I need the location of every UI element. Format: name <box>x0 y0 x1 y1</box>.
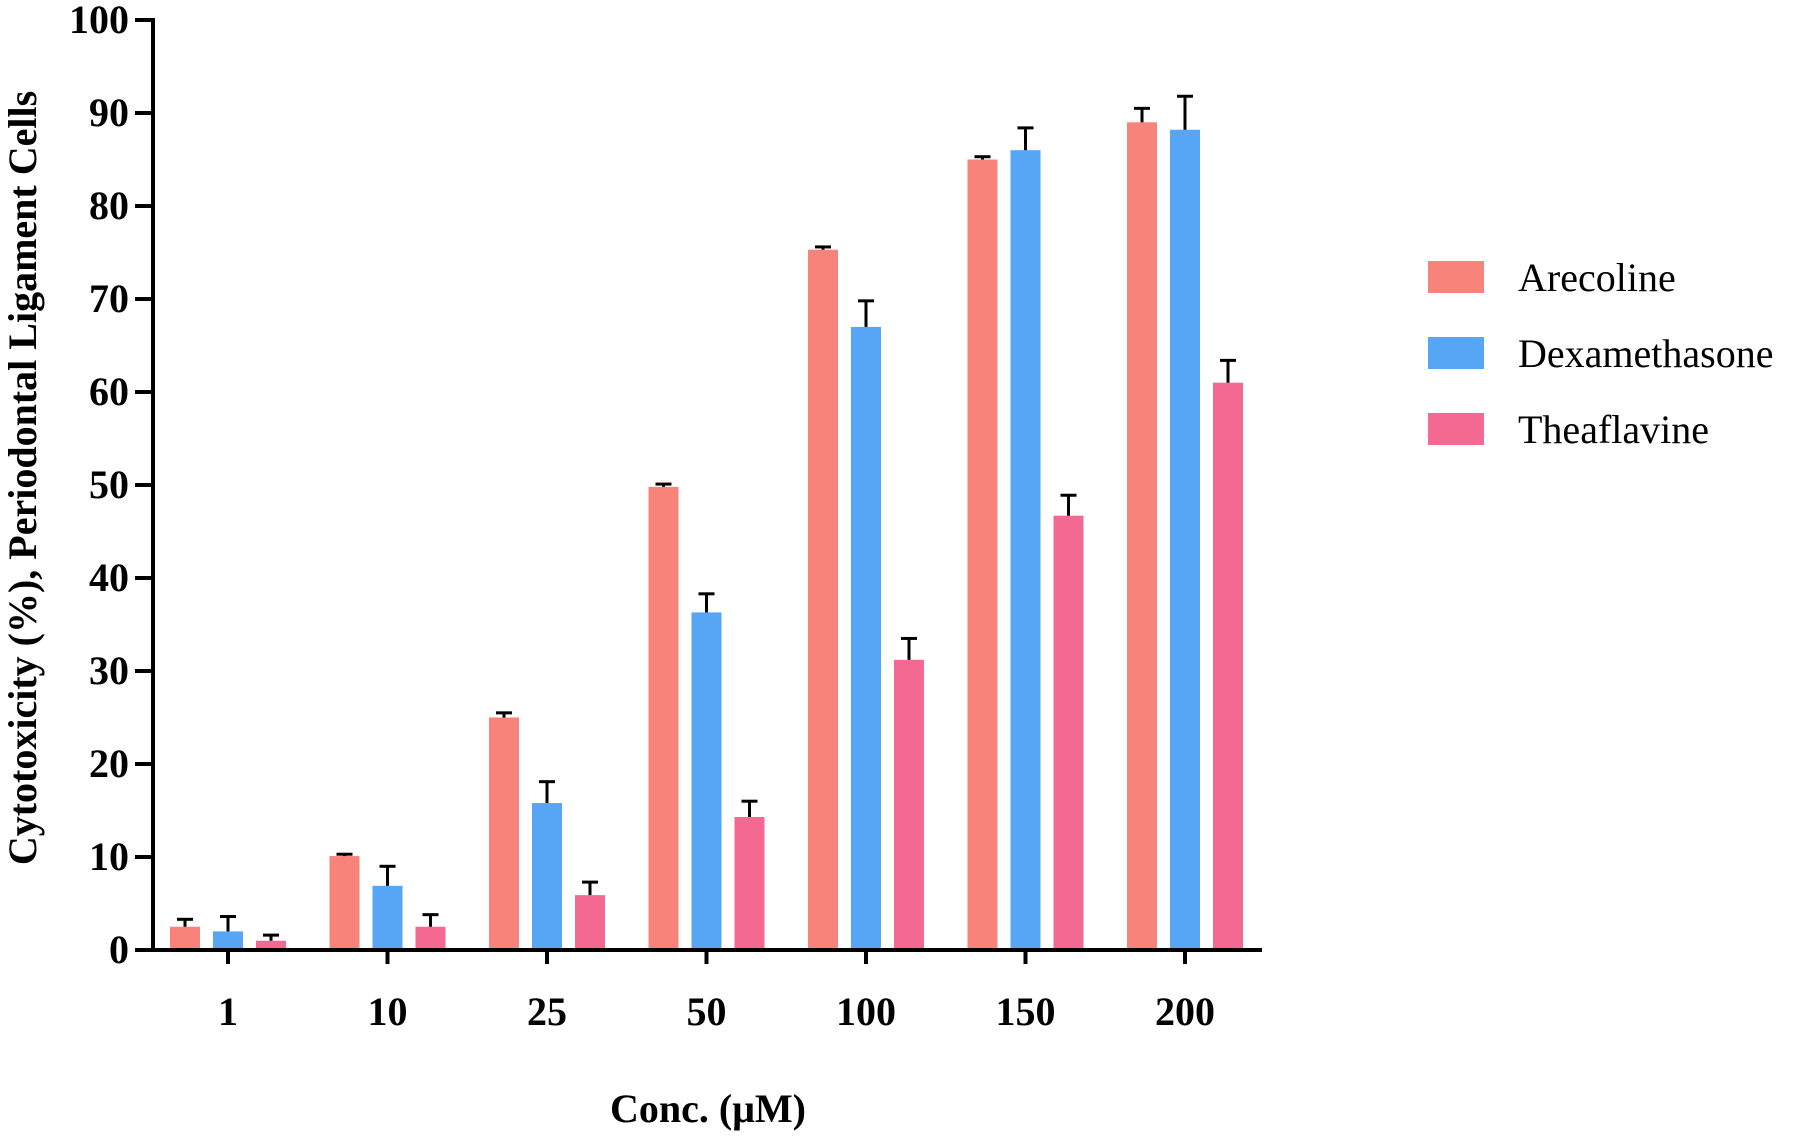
legend: Arecoline Dexamethasone Theaflavine <box>1428 255 1773 452</box>
legend-label-dexamethasone: Dexamethasone <box>1518 331 1773 376</box>
bar-dexamethasone-100 <box>851 326 881 950</box>
x-tick-label-100: 100 <box>836 989 896 1034</box>
bar-arecoline-200 <box>1127 122 1157 951</box>
y-tick-label-30: 30 <box>89 648 129 693</box>
y-axis-title: Cytotoxicity (%), Periodontal Ligament C… <box>0 91 45 865</box>
bar-dexamethasone-200 <box>1170 129 1200 951</box>
bar-dexamethasone-10 <box>372 885 403 950</box>
y-tick-label-70: 70 <box>89 276 129 321</box>
bars-layer <box>170 122 1243 951</box>
y-tick-label-20: 20 <box>89 741 129 786</box>
legend-label-theaflavine: Theaflavine <box>1518 407 1709 452</box>
bar-arecoline-50 <box>648 486 679 950</box>
bar-theaflavine-10 <box>415 926 446 950</box>
x-tick-label-200: 200 <box>1155 989 1215 1034</box>
x-tick-label-50: 50 <box>687 989 727 1034</box>
bar-dexamethasone-25 <box>532 803 562 950</box>
bar-theaflavine-25 <box>575 895 605 950</box>
bar-dexamethasone-1 <box>213 931 243 950</box>
bar-theaflavine-50 <box>734 817 765 950</box>
bar-dexamethasone-150 <box>1010 150 1041 950</box>
bar-arecoline-100 <box>808 249 838 950</box>
y-tick-label-80: 80 <box>89 183 129 228</box>
legend-swatch-arecoline <box>1428 261 1484 293</box>
bar-arecoline-1 <box>170 926 200 950</box>
x-tick-label-1: 1 <box>218 989 238 1034</box>
bar-theaflavine-1 <box>256 940 286 950</box>
axes-layer <box>135 18 1262 964</box>
y-tick-label-90: 90 <box>89 90 129 135</box>
y-tick-label-40: 40 <box>89 555 129 600</box>
x-tick-label-25: 25 <box>527 989 567 1034</box>
tick-labels-layer: 1 10 25 50 100 150 200 0 10 20 30 40 50 60 70 80 90 100 <box>69 0 1215 1034</box>
error-bars-layer <box>177 94 1236 941</box>
y-tick-label-0: 0 <box>109 927 129 972</box>
x-tick-label-10: 10 <box>368 989 408 1034</box>
legend-swatch-dexamethasone <box>1428 337 1484 369</box>
x-tick-label-150: 150 <box>996 989 1056 1034</box>
bar-theaflavine-100 <box>894 659 924 950</box>
bar-theaflavine-150 <box>1053 515 1084 950</box>
y-tick-label-100: 100 <box>69 0 129 42</box>
bar-arecoline-25 <box>489 717 519 950</box>
bar-arecoline-10 <box>329 856 360 950</box>
x-axis-title: Conc. (μM) <box>610 1086 806 1131</box>
bar-theaflavine-200 <box>1213 382 1243 950</box>
legend-swatch-theaflavine <box>1428 413 1484 445</box>
bar-arecoline-150 <box>967 159 998 950</box>
y-tick-label-50: 50 <box>89 462 129 507</box>
bar-dexamethasone-50 <box>691 612 722 950</box>
y-tick-label-60: 60 <box>89 369 129 414</box>
y-tick-label-10: 10 <box>89 834 129 879</box>
legend-label-arecoline: Arecoline <box>1518 255 1676 300</box>
